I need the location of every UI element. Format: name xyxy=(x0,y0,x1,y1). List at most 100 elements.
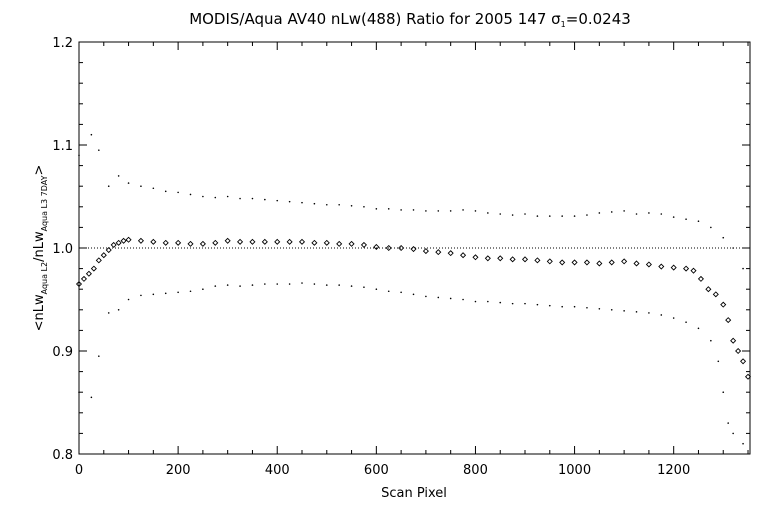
data-point-upper xyxy=(127,182,130,184)
data-point-upper xyxy=(140,185,142,187)
x-axis-label: Scan Pixel xyxy=(381,486,447,501)
data-point-mean xyxy=(534,257,541,264)
x-tick-label: 800 xyxy=(463,463,488,478)
data-point-mean xyxy=(162,239,169,246)
data-point-lower xyxy=(189,290,192,293)
y-tick-label: 0.9 xyxy=(52,345,73,360)
data-point-mean xyxy=(348,240,355,247)
data-point-mean xyxy=(633,260,640,267)
data-point-mean xyxy=(720,301,727,308)
y-tick-label: 1.1 xyxy=(52,139,73,154)
data-point-lower xyxy=(338,284,340,286)
data-point-lower xyxy=(425,295,427,298)
data-point-upper xyxy=(672,216,675,218)
data-point-mean xyxy=(100,252,107,259)
data-point-upper xyxy=(276,199,279,202)
data-point-mean xyxy=(509,256,516,263)
data-point-mean xyxy=(323,239,330,246)
data-point-upper xyxy=(548,215,551,217)
data-point-upper xyxy=(635,213,638,215)
data-point-mean xyxy=(110,241,117,248)
data-point-upper xyxy=(660,213,663,215)
y-tick-label: 0.8 xyxy=(52,448,73,463)
data-point-upper xyxy=(264,198,266,201)
data-point-upper xyxy=(189,193,192,196)
data-point-upper xyxy=(536,215,539,217)
data-point-upper xyxy=(202,195,204,198)
data-point-upper xyxy=(313,202,316,205)
data-point-lower xyxy=(226,284,229,286)
data-point-mean xyxy=(705,286,712,293)
data-point-mean xyxy=(583,259,590,266)
data-point-mean xyxy=(608,259,615,266)
data-point-mean xyxy=(422,248,429,255)
data-point-lower xyxy=(660,314,663,316)
data-point-lower xyxy=(697,327,700,330)
x-tick-label: 600 xyxy=(364,463,389,478)
data-point-upper xyxy=(214,196,217,199)
data-point-mean xyxy=(571,259,578,266)
title-sigma: σ xyxy=(551,10,561,28)
ylabel-sub1: Aqua L2 xyxy=(40,262,49,294)
data-point-mean xyxy=(199,240,206,247)
title-sigma-subscript: 1 xyxy=(561,20,566,29)
data-point-lower xyxy=(524,302,526,305)
data-point-mean xyxy=(472,254,479,261)
data-point-mean xyxy=(75,281,83,288)
data-point-lower xyxy=(412,293,415,296)
data-point-lower xyxy=(710,339,712,342)
data-point-mean xyxy=(224,237,231,244)
data-point-lower xyxy=(717,360,720,363)
data-point-lower xyxy=(462,298,464,301)
data-point-lower xyxy=(474,300,477,303)
data-point-mean xyxy=(712,291,719,298)
data-point-upper xyxy=(226,195,229,198)
data-point-upper xyxy=(610,211,613,213)
ylabel-close: > xyxy=(32,165,47,176)
data-point-upper xyxy=(117,175,120,177)
data-point-lower xyxy=(90,396,93,399)
x-tick-label: 0 xyxy=(75,463,83,478)
data-point-upper xyxy=(722,236,725,239)
data-point-upper xyxy=(350,204,353,207)
data-point-upper xyxy=(301,201,303,204)
data-point-mean xyxy=(286,238,293,245)
data-point-lower xyxy=(449,297,452,300)
data-point-upper xyxy=(437,210,440,212)
data-point-lower xyxy=(548,304,551,307)
data-point-lower xyxy=(623,310,625,312)
data-point-upper xyxy=(375,208,378,210)
data-point-lower xyxy=(264,283,266,285)
data-point-upper xyxy=(288,200,291,203)
data-point-lower xyxy=(164,292,167,295)
data-point-mean xyxy=(187,240,194,247)
data-point-upper xyxy=(325,203,328,206)
data-point-upper xyxy=(90,133,93,136)
ylabel-mid: /nLw xyxy=(32,231,47,262)
data-point-lower xyxy=(301,282,303,284)
data-point-lower xyxy=(586,306,588,309)
data-point-lower xyxy=(276,283,279,285)
data-point-lower xyxy=(117,309,120,311)
data-point-mean xyxy=(697,275,704,282)
data-point-lower xyxy=(437,296,440,299)
data-point-mean xyxy=(249,238,256,245)
data-point-upper xyxy=(573,215,576,217)
series-mean xyxy=(75,236,752,380)
x-tick-label: 400 xyxy=(265,463,290,478)
data-point-mean xyxy=(261,238,268,245)
data-point-upper xyxy=(338,203,340,206)
data-point-mean xyxy=(311,239,318,246)
data-point-lower xyxy=(98,355,100,357)
data-point-mean xyxy=(596,260,603,267)
data-point-mean xyxy=(115,239,122,246)
data-point-lower xyxy=(400,291,402,294)
data-point-upper xyxy=(710,226,712,229)
data-point-lower xyxy=(387,290,390,293)
data-point-upper xyxy=(177,191,179,194)
data-point-upper xyxy=(487,212,489,214)
data-point-mean xyxy=(559,259,566,266)
data-point-lower xyxy=(239,285,241,287)
data-point-mean xyxy=(435,249,442,256)
data-point-upper xyxy=(78,154,80,157)
